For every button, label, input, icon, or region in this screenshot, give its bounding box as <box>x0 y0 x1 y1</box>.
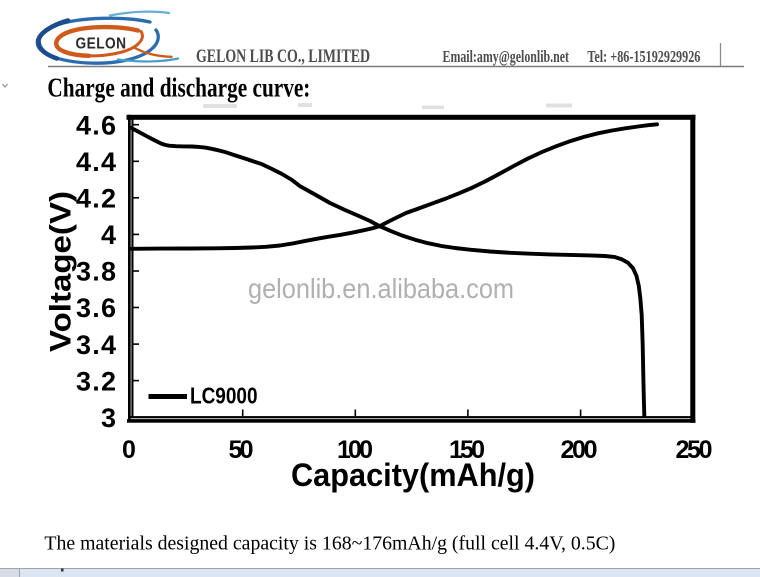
svg-text:gelonlib.en.alibaba.com: gelonlib.en.alibaba.com <box>248 273 514 304</box>
svg-text:Charge and discharge curve:: Charge and discharge curve: <box>47 73 310 103</box>
svg-text:Email:amy@gelonlib.net: Email:amy@gelonlib.net <box>443 47 570 66</box>
svg-text:Voltage(V): Voltage(V) <box>45 191 78 352</box>
svg-text:4: 4 <box>101 220 116 250</box>
svg-text:250: 250 <box>676 436 713 464</box>
svg-text:4.6: 4.6 <box>76 110 116 140</box>
svg-text:200: 200 <box>561 436 598 464</box>
svg-text:LC9000: LC9000 <box>190 382 258 408</box>
svg-text:4.2: 4.2 <box>76 184 116 214</box>
svg-text:0: 0 <box>122 436 136 464</box>
svg-text:Tel: +86-15192929926: Tel: +86-15192929926 <box>587 47 700 66</box>
svg-text:GELON LIB CO., LIMITED: GELON LIB CO., LIMITED <box>196 46 370 67</box>
svg-text:The materials designed capacit: The materials designed capacity is 168~1… <box>44 534 615 555</box>
svg-text:Capacity(mAh/g): Capacity(mAh/g) <box>291 457 535 493</box>
svg-text:GELON: GELON <box>76 36 127 53</box>
svg-text:3.8: 3.8 <box>76 257 116 287</box>
svg-text:50: 50 <box>229 436 254 464</box>
svg-text:4.4: 4.4 <box>76 147 116 177</box>
svg-text:150: 150 <box>449 436 485 464</box>
svg-text:3.4: 3.4 <box>76 330 116 360</box>
svg-text:3.2: 3.2 <box>76 366 116 396</box>
svg-text:3: 3 <box>101 403 116 433</box>
svg-text:3.6: 3.6 <box>76 293 116 323</box>
svg-text:100: 100 <box>337 436 373 464</box>
